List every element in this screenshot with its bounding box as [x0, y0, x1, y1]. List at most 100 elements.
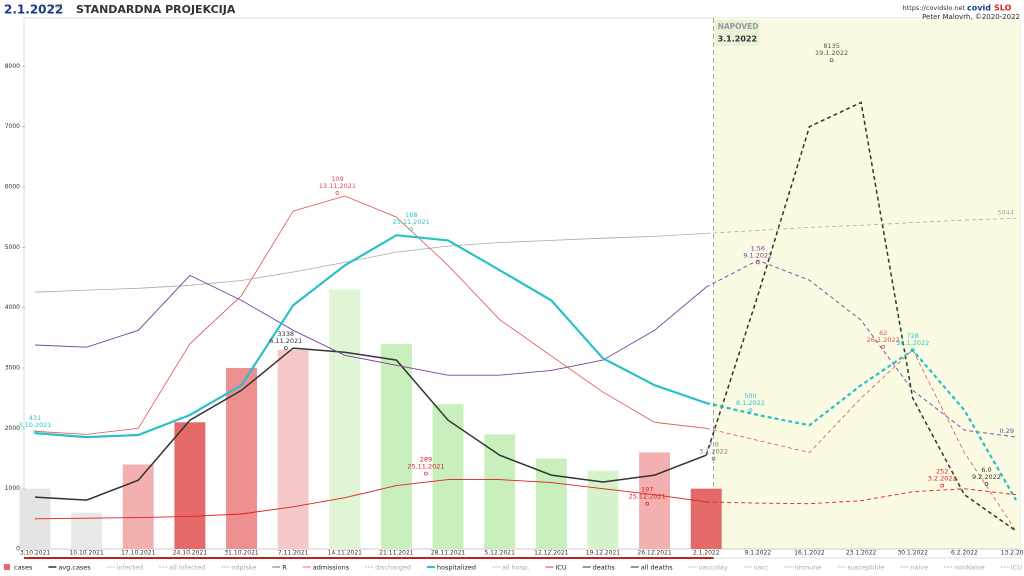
case-bar [122, 464, 154, 549]
annotation-marker [940, 483, 945, 488]
series-line [34, 347, 707, 501]
annotation-value: 8135 [823, 42, 840, 50]
forecast-label-box [714, 20, 760, 46]
annotation-value: 109 [331, 175, 343, 183]
forecast-line [706, 349, 1017, 532]
url: https://covidslo.net [903, 4, 966, 12]
x-tick-label: 21.11.2021 [379, 550, 414, 557]
x-tick-label: 12.12.2021 [534, 550, 569, 557]
legend-entry: vacc/day [699, 564, 728, 572]
x-tick-label: 26.12.2021 [637, 550, 672, 557]
series-line [34, 195, 707, 435]
annotation-value: 7.0 [708, 440, 718, 448]
x-tick-label: 19.12.2021 [586, 550, 621, 557]
annotation-date: 3.10.2021 [18, 421, 51, 429]
annotation-value: 252 [936, 468, 948, 476]
legend-entry: infected [117, 564, 143, 572]
annotation-date: 13.11.2021 [319, 182, 356, 190]
date: 2.1.2022 [4, 3, 63, 17]
y-tick-label: 2000 [5, 425, 20, 432]
end-label: 5844 [997, 208, 1014, 216]
legend-entry: ICU [555, 564, 566, 572]
legend-entry: susceptible [847, 564, 884, 572]
y-tick-label: 6000 [5, 183, 20, 190]
annotation-marker [748, 408, 753, 413]
legend-entry: nonNaive [954, 564, 985, 572]
date-strip [24, 557, 714, 559]
x-tick-label: 10.10.2021 [69, 550, 104, 557]
brand-covid: covid [967, 4, 991, 13]
x-tick-label: 3.10.2021 [20, 550, 51, 557]
annotation-value: 1.56 [751, 244, 765, 252]
forecast-line [705, 348, 1017, 501]
x-tick-label: 24.10.2021 [173, 550, 208, 557]
legend-entry: all infected [169, 564, 205, 572]
forecast-line [706, 488, 1017, 505]
x-tick-label: 7.11.2021 [278, 550, 309, 557]
annotation-marker [755, 260, 760, 265]
annotation-marker [409, 227, 414, 232]
series-line [34, 234, 707, 439]
annotation-value: 197 [641, 486, 653, 494]
forecast-line [705, 101, 1017, 532]
brand-slo: SLO [994, 4, 1012, 13]
series-line [34, 479, 707, 520]
annotation-value: 6.0 [981, 466, 991, 474]
forecast-region [713, 18, 1020, 549]
legend-swatch [4, 564, 10, 570]
legend-entry: deaths [593, 564, 616, 572]
annotation-date: 9.2.2022 [972, 473, 1001, 481]
forecast-layer [22, 18, 1020, 559]
case-bar [690, 488, 722, 549]
annotation-date: 8.1.2022 [736, 399, 765, 407]
annotation-value: 431 [29, 414, 41, 422]
y-tick-label: 4000 [5, 304, 20, 311]
legend-entry: admissions [313, 564, 350, 572]
x-tick-label: 23.1.2022 [846, 550, 877, 557]
annotation-marker [711, 456, 716, 461]
case-bar [484, 434, 516, 549]
annotation-date: 6.11.2021 [269, 337, 302, 345]
x-tick-label: 5.12.2021 [484, 550, 515, 557]
annotation-date: 25.12.2021 [629, 493, 666, 501]
case-bar [380, 343, 412, 549]
annotation-value: 728 [907, 332, 919, 340]
annotation-marker [881, 345, 886, 349]
annotation-value: 168 [405, 211, 417, 219]
x-tick-label: 16.1.2022 [794, 550, 825, 557]
annotation-date: 23.11.2021 [393, 218, 430, 226]
x-tick-label: 17.10.2021 [121, 550, 156, 557]
x-tick-label: 2.1.2022 [693, 550, 720, 557]
bars-layer [19, 289, 722, 549]
legend-entry: discharged [375, 564, 411, 572]
text-layer: NAPOVED 3.1.2022 0 1000 2000 3000 4000 5000 6000… [4, 22, 1024, 572]
forecast-line [705, 259, 1017, 438]
x-tick-label: 9.1.2022 [744, 550, 771, 557]
annotation-date: 26.1.2022 [867, 336, 900, 344]
annotation-date: 3.1.2022 [699, 447, 728, 455]
annotation-value: 289 [420, 456, 432, 464]
forecast-date: 3.1.2022 [718, 35, 757, 44]
forecast-line [706, 217, 1017, 234]
author: Peter Malovrh, ©2020-2022 [922, 13, 1020, 21]
x-tick-label: 30.1.2022 [897, 550, 928, 557]
annotation-marker [910, 348, 915, 352]
annotation-marker [424, 471, 428, 476]
y-tick-label: 8000 [5, 63, 20, 70]
case-bar [174, 422, 206, 549]
legend-entry: R [282, 564, 287, 572]
annotation-marker [283, 346, 288, 350]
y-tick-label: 7000 [5, 123, 20, 130]
case-bar [71, 512, 103, 549]
y-tick-label: 0 [16, 546, 20, 553]
case-bar [226, 367, 258, 549]
weekday: ned [53, 4, 62, 10]
legend-entry: naive [910, 564, 928, 572]
forecast-label: NAPOVED [718, 22, 759, 31]
legend-entry: avg.cases [58, 564, 91, 572]
annotation-marker [829, 58, 834, 63]
annotation-value: 500 [744, 392, 756, 400]
y-tick-label: 1000 [5, 485, 20, 492]
